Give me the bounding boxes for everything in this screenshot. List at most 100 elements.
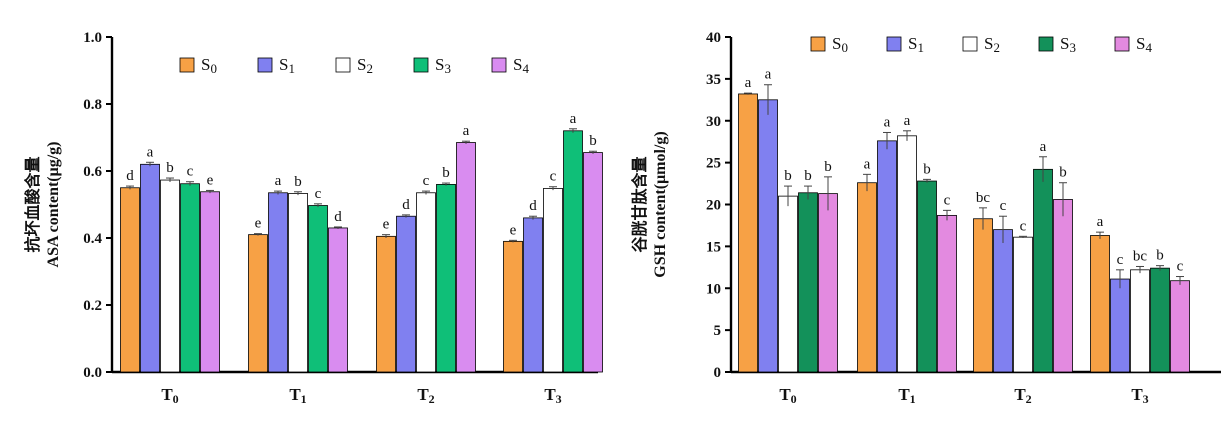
asa-bar-T1-S2 (288, 193, 308, 373)
gsh-significance-letter: a (904, 113, 911, 129)
asa-significance-letter: b (294, 174, 302, 190)
asa-significance-letter: b (589, 133, 597, 149)
asa-bar-T2-S2 (416, 192, 436, 373)
asa-significance-letter: a (275, 173, 282, 189)
gsh-y-tick-label: 15 (706, 239, 721, 255)
gsh-significance-letter: c (1000, 198, 1007, 214)
asa-legend-swatch-S2 (335, 57, 351, 73)
gsh-significance-letter: c (1117, 252, 1124, 268)
asa-significance-letter: d (334, 209, 342, 225)
gsh-significance-letter: c (1177, 259, 1184, 275)
asa-significance-letter: e (510, 222, 517, 238)
asa-y-tick-label: 0.6 (83, 164, 102, 180)
asa-bar-T1-S0 (248, 234, 268, 373)
asa-bar-T0-S4 (200, 191, 220, 373)
gsh-significance-letter: a (884, 114, 891, 130)
asa-bar-T2-S3 (436, 183, 456, 373)
gsh-significance-letter: b (824, 159, 832, 175)
asa-bar-T3-S0 (503, 240, 523, 373)
gsh-significance-letter: bc (1133, 248, 1148, 264)
asa-chart: 0.0 0.2 0.4 0.6 0.8 1.0 抗坏血酸含量 ASA content(μg/g… (23, 30, 603, 406)
asa-bar-T2-S1 (396, 215, 416, 373)
gsh-legend-label-S0: S0 (832, 34, 848, 55)
gsh-significance-letter: a (1097, 214, 1104, 230)
asa-y-tick-label: 1.0 (83, 30, 102, 46)
asa-significance-letter: c (315, 186, 322, 202)
gsh-bar-T0-S1 (758, 99, 778, 373)
asa-bar-T2-S0 (376, 235, 396, 373)
gsh-significance-letter: c (944, 192, 951, 208)
asa-legend-swatch-S3 (413, 57, 429, 73)
gsh-y-axis-title-cn: 谷胱甘肽含量 (630, 156, 649, 252)
asa-significance-letter: e (207, 172, 214, 188)
gsh-significance-letter: a (1040, 139, 1047, 155)
asa-bar-T0-S2 (160, 179, 180, 373)
asa-significance-letter: a (463, 123, 470, 139)
asa-y-axis-title-cn: 抗坏血酸含量 (23, 156, 42, 252)
gsh-legend-swatch-S4 (1114, 36, 1130, 52)
asa-legend-swatch-S0 (179, 57, 195, 73)
asa-y-tick-label: 0.2 (83, 298, 102, 314)
gsh-y-tick-label: 40 (706, 30, 721, 46)
gsh-bar-T0-S2 (778, 195, 798, 373)
gsh-legend-label-S2: S2 (984, 34, 1000, 55)
gsh-x-tick-label-T0: T0 (779, 385, 796, 406)
asa-bar-T1-S1 (268, 192, 288, 373)
gsh-bar-T2-S3 (1033, 168, 1053, 373)
asa-bar-T2-S4 (456, 142, 476, 373)
asa-bar-T1-S4 (328, 227, 348, 373)
gsh-x-tick-label-T2: T2 (1014, 385, 1031, 406)
gsh-bar-T1-S1 (877, 140, 897, 373)
gsh-y-axis-title: GSH content(μmol/g) (652, 131, 669, 277)
gsh-bar-T0-S4 (818, 193, 838, 373)
asa-y-tick-label: 0.0 (83, 365, 102, 381)
asa-significance-letter: c (550, 169, 557, 185)
gsh-significance-letter: b (784, 168, 792, 184)
gsh-bar-T2-S1 (993, 229, 1013, 373)
gsh-significance-letter: c (1020, 218, 1027, 234)
asa-legend-label-S4: S4 (513, 55, 529, 76)
asa-y-axis-title: ASA content(μg/g) (45, 142, 62, 268)
gsh-bar-T3-S1 (1110, 278, 1130, 373)
asa-significance-letter: c (423, 173, 430, 189)
asa-significance-letter: d (126, 168, 134, 184)
gsh-y-tick-label: 25 (706, 156, 721, 172)
asa-y-tick-label: 0.8 (83, 97, 102, 113)
gsh-significance-letter: a (864, 156, 871, 172)
gsh-legend-label-S3: S3 (1060, 34, 1076, 55)
asa-bar-T0-S1 (140, 163, 160, 373)
asa-significance-letter: e (383, 217, 390, 233)
gsh-legend-swatch-S3 (1038, 36, 1054, 52)
asa-legend-label-S0: S0 (201, 55, 217, 76)
gsh-significance-letter: a (745, 75, 752, 91)
gsh-chart: 0 5 10 15 20 25 30 35 40 谷胱甘肽含量 GSH content(μmol/g… (630, 30, 1221, 406)
gsh-legend-swatch-S2 (962, 36, 978, 52)
asa-legend-swatch-S4 (491, 57, 507, 73)
gsh-bar-T1-S4 (937, 214, 957, 373)
asa-significance-letter: d (529, 198, 537, 214)
asa-x-tick-label-T1: T1 (289, 385, 306, 406)
asa-bar-T1-S3 (308, 205, 328, 373)
asa-bar-T3-S3 (563, 130, 583, 373)
asa-legend-label-S2: S2 (357, 55, 373, 76)
gsh-bar-T1-S2 (897, 135, 917, 373)
asa-bar-T3-S1 (523, 217, 543, 373)
gsh-bar-T0-S3 (798, 192, 818, 373)
asa-bar-T0-S3 (180, 183, 200, 373)
asa-y-tick-label: 0.4 (83, 231, 102, 247)
asa-x-tick-label-T2: T2 (417, 385, 434, 406)
gsh-significance-letter: b (1059, 165, 1067, 181)
asa-significance-letter: a (147, 144, 154, 160)
gsh-significance-letter: b (804, 168, 812, 184)
gsh-bar-T3-S0 (1090, 235, 1110, 373)
asa-significance-letter: b (442, 165, 450, 181)
asa-significance-letter: b (166, 160, 174, 176)
asa-significance-letter: a (570, 111, 577, 127)
gsh-y-tick-label: 20 (706, 198, 721, 214)
gsh-legend-label-S4: S4 (1136, 34, 1152, 55)
gsh-y-tick-label: 0 (714, 365, 722, 381)
gsh-bar-T3-S2 (1130, 269, 1150, 373)
gsh-bar-T3-S3 (1150, 267, 1170, 373)
gsh-x-tick-label-T1: T1 (898, 385, 915, 406)
